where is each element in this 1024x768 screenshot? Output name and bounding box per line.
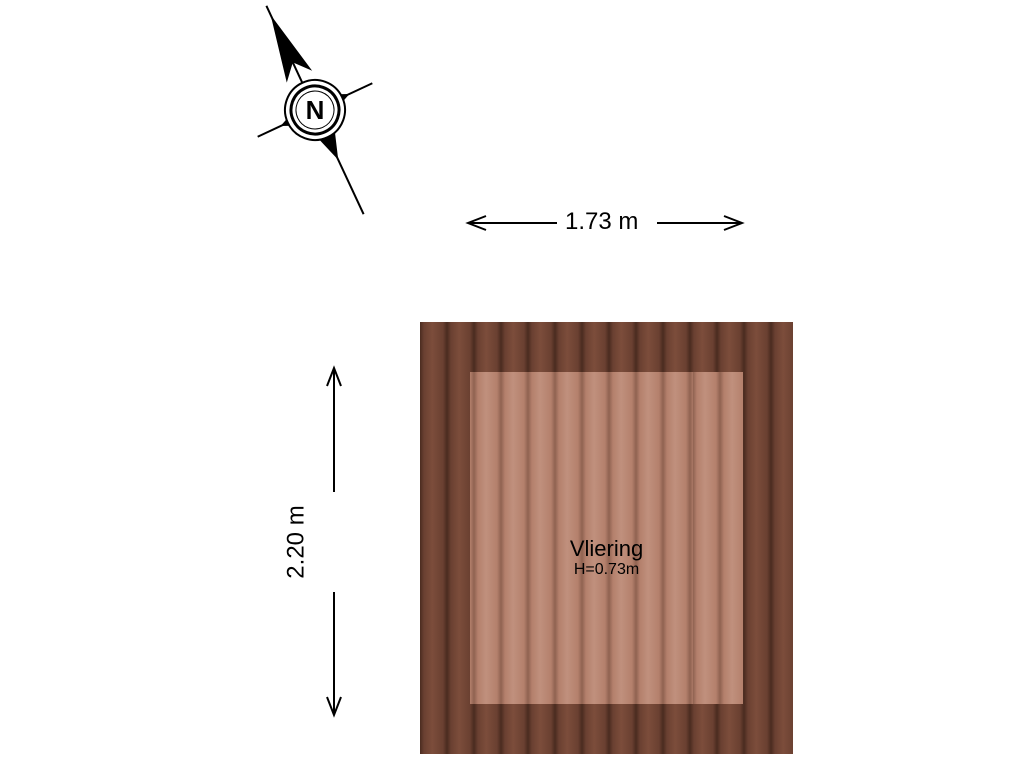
roof-plan: Vliering H=0.73m	[420, 322, 793, 754]
floorplan-stage: N 1.73 m 2.20 m Vliering H=0.73m	[0, 0, 1024, 768]
dimension-vertical-label: 2.20 m	[283, 505, 311, 578]
roof-tiles-inner	[470, 372, 743, 704]
